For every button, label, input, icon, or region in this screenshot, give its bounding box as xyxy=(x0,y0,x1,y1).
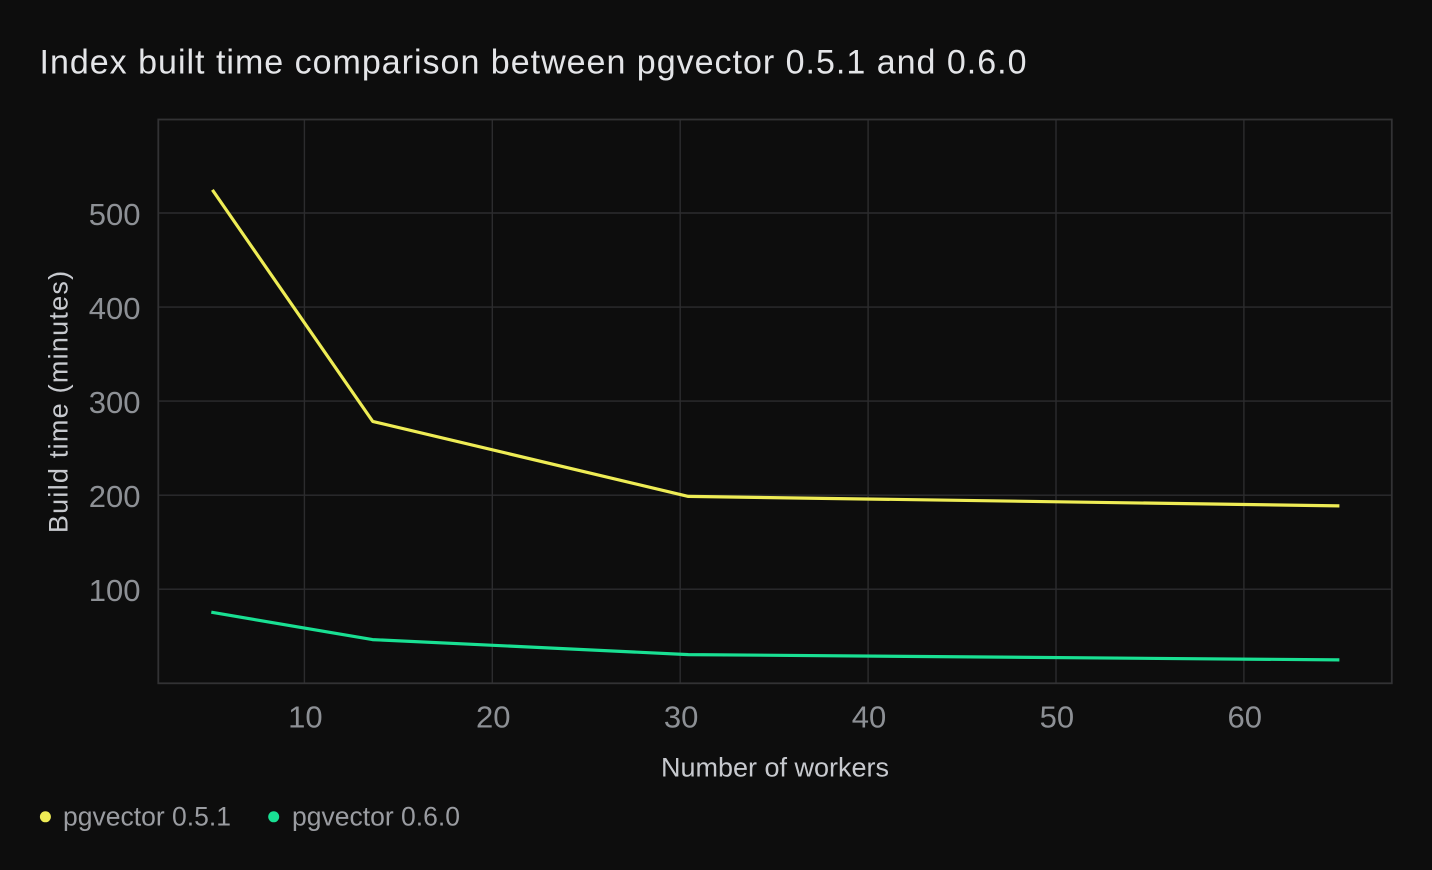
svg-text:60: 60 xyxy=(1228,699,1262,734)
svg-text:300: 300 xyxy=(89,385,141,420)
svg-text:400: 400 xyxy=(89,291,141,326)
svg-text:100: 100 xyxy=(89,573,141,608)
svg-text:Index built time comparison be: Index built time comparison between pgve… xyxy=(40,43,1028,81)
svg-text:Build time (minutes): Build time (minutes) xyxy=(44,270,74,534)
svg-text:Number of workers: Number of workers xyxy=(661,753,889,783)
svg-text:40: 40 xyxy=(852,699,886,734)
svg-text:pgvector 0.5.1: pgvector 0.5.1 xyxy=(63,801,231,831)
svg-text:30: 30 xyxy=(664,699,698,734)
svg-text:50: 50 xyxy=(1040,699,1074,734)
svg-text:20: 20 xyxy=(476,699,510,734)
svg-text:200: 200 xyxy=(89,479,141,514)
svg-text:10: 10 xyxy=(288,699,322,734)
svg-text:500: 500 xyxy=(89,197,141,232)
svg-text:pgvector 0.6.0: pgvector 0.6.0 xyxy=(292,801,460,831)
